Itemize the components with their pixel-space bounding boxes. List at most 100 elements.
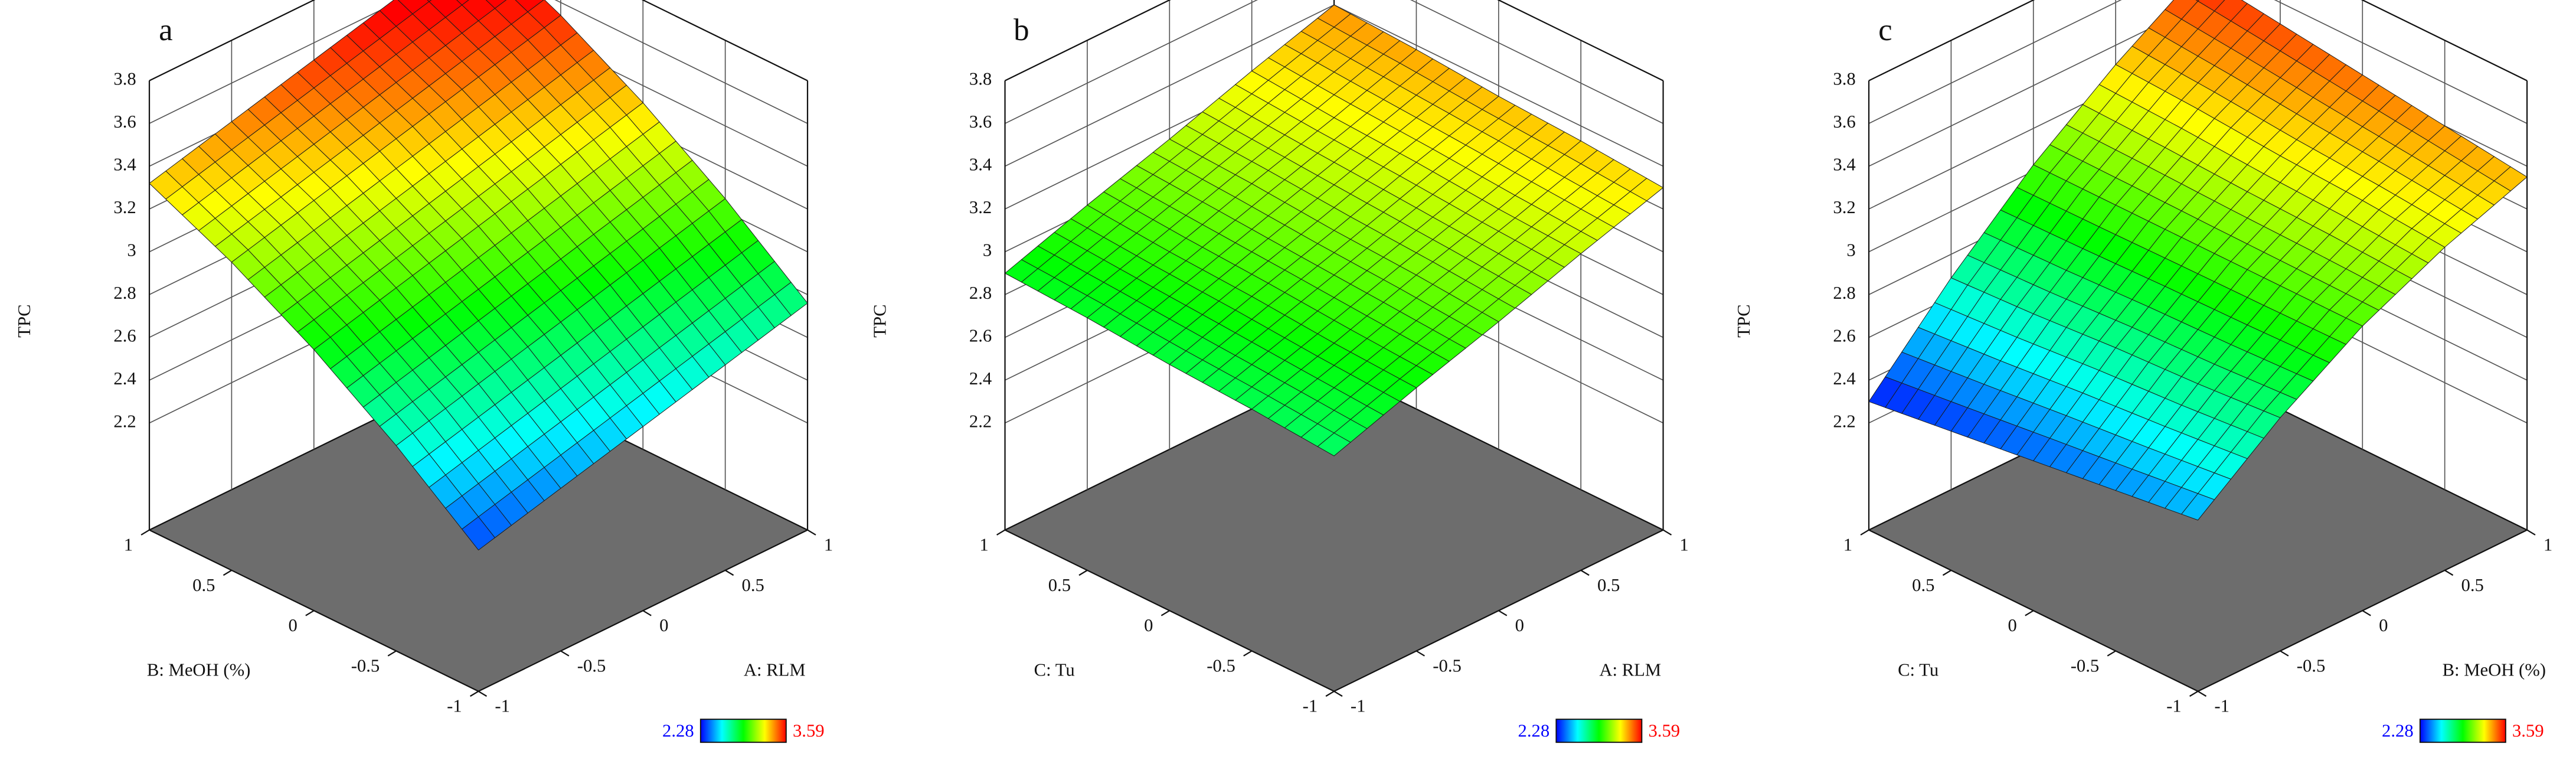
y-tick-label: -1 (447, 696, 462, 716)
y-tick-label: 1 (979, 534, 988, 554)
x-tick (1333, 690, 1343, 697)
y-axis-label: C: Tu (1034, 660, 1075, 680)
y-tick (1942, 569, 1951, 576)
y-tick (470, 690, 479, 697)
colorbar (2419, 719, 2506, 743)
y-tick-label: 0 (1144, 615, 1153, 635)
z-tick-label: 2.2 (1833, 411, 1855, 431)
colorbar-min: 2.28 (662, 720, 694, 740)
x-tick-label: 0.5 (1597, 575, 1620, 595)
x-tick (725, 569, 734, 576)
x-tick-label: 1 (2544, 534, 2552, 554)
x-axis-label: A: RLM (1599, 660, 1661, 680)
z-tick-label: 3 (127, 240, 136, 260)
surface-facet (461, 516, 496, 551)
colorbar (1555, 719, 1643, 743)
x-tick-label: 0.5 (742, 575, 764, 595)
y-tick (305, 610, 315, 616)
x-tick-label: 0.5 (2461, 575, 2484, 595)
x-tick (1580, 569, 1590, 576)
x-tick-label: -0.5 (1433, 655, 1462, 675)
x-tick (642, 610, 652, 616)
y-tick (2025, 610, 2034, 616)
z-tick-label: 2.4 (1833, 368, 1855, 389)
y-tick (387, 650, 397, 657)
x-tick-label: -0.5 (2297, 655, 2326, 675)
x-tick (2280, 650, 2289, 657)
y-tick-label: 0.5 (192, 575, 215, 595)
z-tick-label: 2.6 (1833, 325, 1855, 345)
y-tick-label: -0.5 (1207, 655, 1235, 675)
x-tick (1662, 529, 1672, 536)
z-tick-label: 2.2 (969, 411, 992, 431)
z-tick-label: 3 (1846, 240, 1855, 260)
z-tick-label: 3.8 (113, 69, 136, 89)
x-tick (2444, 569, 2454, 576)
y-tick (996, 529, 1006, 536)
z-tick-label: 2.2 (113, 411, 136, 431)
x-tick (560, 650, 570, 657)
surface-facet (456, 0, 469, 6)
z-tick-label: 3.6 (969, 112, 992, 132)
colorbar-max: 3.59 (1648, 720, 1680, 740)
grid-line (1868, 0, 2528, 124)
x-tick-label: -1 (1351, 696, 1366, 716)
x-axis-label: B: MeOH (%) (2443, 660, 2546, 680)
y-tick (1160, 610, 1170, 616)
panel-label: c (1878, 13, 1892, 47)
z-tick-label: 3.4 (113, 155, 136, 175)
y-tick-label: 0 (289, 615, 298, 635)
y-axis-label: B: MeOH (%) (147, 660, 250, 680)
x-tick-label: -1 (2214, 696, 2230, 716)
y-tick (140, 529, 150, 536)
y-tick-label: 0.5 (1912, 575, 1934, 595)
y-tick (1860, 529, 1869, 536)
z-tick-label: 2.6 (969, 325, 992, 345)
colorbar-min: 2.28 (2382, 720, 2414, 740)
x-tick (1416, 650, 1425, 657)
y-tick-label: -0.5 (2071, 655, 2100, 675)
panel-label: b (1014, 13, 1029, 47)
x-tick (1498, 610, 1508, 616)
x-tick-label: 1 (1679, 534, 1688, 554)
x-tick-label: 0 (1515, 615, 1524, 635)
y-tick-label: 1 (1843, 534, 1852, 554)
z-tick-label: 2.4 (113, 368, 136, 389)
z-tick-label: 3.2 (1833, 197, 1855, 217)
z-tick-label: 2.8 (969, 283, 992, 303)
z-tick-label: 3 (983, 240, 992, 260)
y-tick (1243, 650, 1253, 657)
z-tick-label: 2.8 (113, 283, 136, 303)
y-tick (2189, 690, 2199, 697)
y-tick (223, 569, 232, 576)
y-tick (2107, 650, 2116, 657)
z-tick-label: 3.6 (1833, 112, 1855, 132)
y-tick (1325, 690, 1335, 697)
y-tick-label: 0.5 (1048, 575, 1071, 595)
axis-edge (1005, 0, 1664, 81)
y-tick-label: -1 (1303, 696, 1318, 716)
axis-edge (149, 0, 808, 81)
x-tick (2526, 529, 2536, 536)
x-tick (2197, 690, 2207, 697)
z-axis-label: TPC (870, 304, 890, 337)
x-tick (478, 690, 488, 697)
axis-edge (1868, 0, 2528, 81)
x-tick-label: -1 (495, 696, 510, 716)
x-tick (807, 529, 816, 536)
panel-label: a (159, 13, 173, 47)
surface-facet (2181, 493, 2215, 521)
surface-facet (1317, 432, 1351, 456)
z-tick-label: 3.6 (113, 112, 136, 132)
z-axis-label: TPC (14, 304, 34, 337)
y-tick-label: 1 (124, 534, 133, 554)
z-tick-label: 2.8 (1833, 283, 1855, 303)
z-tick-label: 2.6 (113, 325, 136, 345)
z-tick-label: 3.4 (969, 155, 992, 175)
x-tick-label: -0.5 (577, 655, 606, 675)
z-tick-label: 2.4 (969, 368, 992, 389)
x-tick (2362, 610, 2371, 616)
grid-line (149, 0, 808, 124)
